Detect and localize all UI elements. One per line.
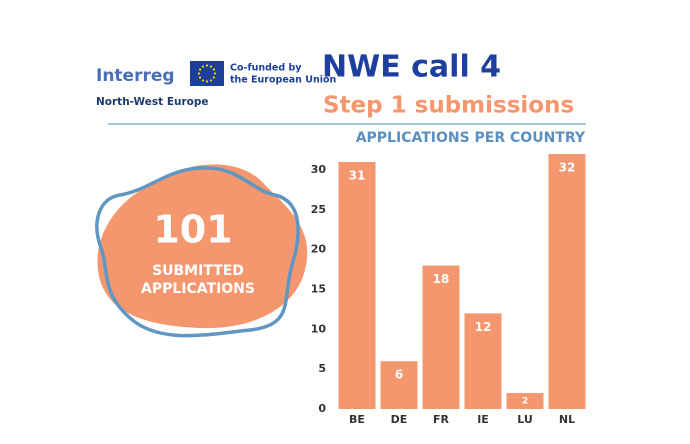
stat-number: 101: [153, 208, 232, 252]
flag-star: [201, 79, 205, 82]
value-label: 32: [559, 161, 576, 175]
value-label: 2: [522, 397, 528, 407]
x-tick-label: FR: [433, 413, 450, 426]
flag-star: [209, 65, 213, 68]
y-tick-label: 30: [311, 163, 327, 176]
flag-star: [205, 64, 209, 67]
cofunded-text: Co-funded by: [230, 63, 302, 74]
bar-chart: 0 5 10 15 20 25 30 BE 31 DE 6 FR 18 IE 12 LU 2 NL 32: [311, 154, 586, 426]
cofunded-text: the European Union: [230, 75, 337, 86]
y-tick-label: 0: [318, 402, 326, 415]
flag-stars: [197, 64, 217, 83]
page-title: NWE call 4: [322, 50, 501, 85]
region-text: North-West Europe: [96, 96, 209, 108]
stat-label: SUBMITTED: [152, 263, 244, 279]
chart-title: APPLICATIONS PER COUNTRY: [356, 130, 586, 146]
flag-star: [212, 68, 216, 71]
x-tick-label: LU: [517, 413, 533, 426]
x-tick-label: IE: [477, 413, 489, 426]
bar: [422, 265, 460, 409]
flag-star: [205, 80, 209, 83]
y-tick-label: 20: [311, 243, 327, 256]
stat-label: APPLICATIONS: [141, 281, 255, 297]
bar: [506, 393, 544, 409]
flag-star: [212, 76, 216, 79]
value-label: 18: [433, 272, 450, 286]
bar: [380, 361, 418, 409]
flag-star: [201, 65, 205, 68]
page-subtitle: Step 1 submissions: [323, 93, 574, 119]
flag-star: [209, 79, 213, 82]
x-tick-label: DE: [391, 413, 408, 426]
logo-text: Interreg: [96, 66, 175, 86]
value-label: 31: [349, 168, 366, 182]
flag-star: [197, 72, 201, 75]
y-tick-label: 5: [318, 362, 326, 375]
x-tick-label: NL: [559, 413, 575, 426]
value-label: 12: [475, 320, 492, 334]
flag-star: [198, 68, 202, 71]
flag-star: [213, 72, 217, 75]
blob: [97, 164, 308, 329]
x-tick-label: BE: [349, 413, 365, 426]
bar: [548, 154, 586, 409]
value-label: 6: [395, 368, 403, 382]
y-tick-label: 15: [311, 282, 326, 295]
eu-flag: [190, 61, 224, 86]
bar: [464, 313, 502, 409]
y-tick-label: 10: [311, 322, 327, 335]
bar: [338, 161, 376, 409]
flag-star: [198, 76, 202, 79]
y-tick-label: 25: [311, 203, 326, 216]
blob-outline: [95, 166, 300, 338]
